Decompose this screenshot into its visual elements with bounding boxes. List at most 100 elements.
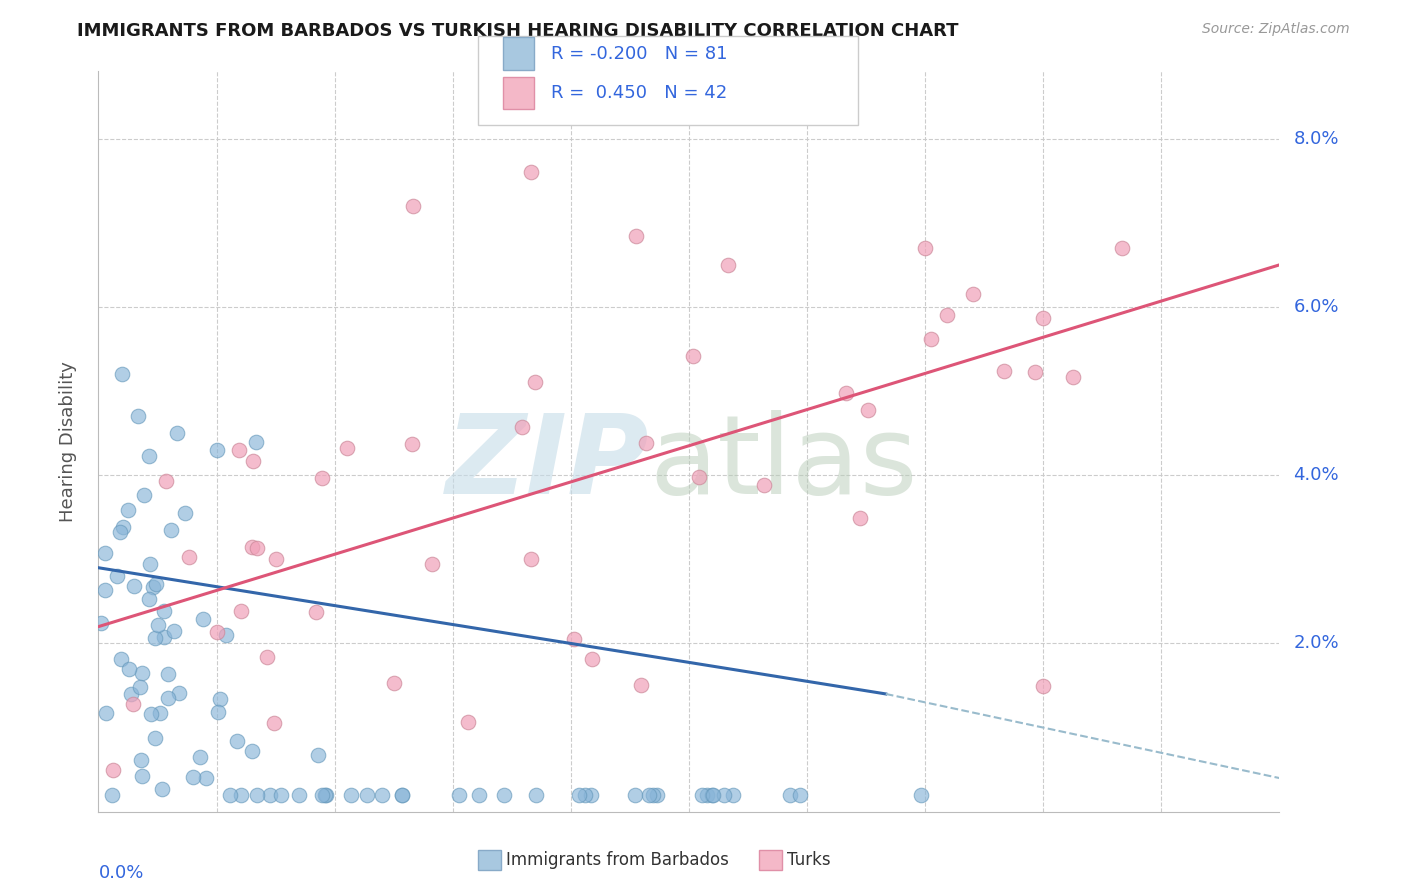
Point <box>401 437 423 451</box>
Y-axis label: Hearing Disability: Hearing Disability <box>59 361 77 522</box>
Point <box>146 618 169 632</box>
Point <box>936 308 959 322</box>
Point <box>305 605 328 619</box>
Point <box>270 788 292 802</box>
Point <box>111 368 134 382</box>
Point <box>624 788 647 802</box>
Point <box>643 788 665 802</box>
Point <box>910 788 932 802</box>
Point <box>638 788 661 802</box>
Point <box>520 165 543 179</box>
Point <box>122 579 145 593</box>
Point <box>314 788 336 802</box>
Point <box>245 434 267 449</box>
Point <box>634 435 657 450</box>
Point <box>231 788 253 802</box>
Text: ZIP: ZIP <box>446 410 650 517</box>
Point <box>713 788 735 802</box>
Point <box>128 680 150 694</box>
Text: 8.0%: 8.0% <box>1294 129 1339 148</box>
Text: IMMIGRANTS FROM BARBADOS VS TURKISH HEARING DISABILITY CORRELATION CHART: IMMIGRANTS FROM BARBADOS VS TURKISH HEAR… <box>77 22 959 40</box>
Point <box>789 788 811 802</box>
Point <box>153 631 176 645</box>
Point <box>315 788 337 802</box>
Point <box>468 788 491 802</box>
Point <box>240 540 263 554</box>
Text: atlas: atlas <box>650 410 918 517</box>
Point <box>240 744 263 758</box>
Point <box>340 788 363 802</box>
Point <box>524 375 547 389</box>
Point <box>420 557 443 571</box>
Text: Turks: Turks <box>787 851 831 869</box>
Point <box>110 652 132 666</box>
Point <box>131 753 153 767</box>
Point <box>218 788 240 802</box>
Point <box>207 705 229 719</box>
Point <box>752 478 775 492</box>
Point <box>1024 365 1046 379</box>
Point <box>101 788 124 802</box>
Point <box>122 698 145 712</box>
Point <box>779 788 801 802</box>
Point <box>246 541 269 555</box>
Point <box>492 788 515 802</box>
Point <box>205 442 228 457</box>
Text: Source: ZipAtlas.com: Source: ZipAtlas.com <box>1202 22 1350 37</box>
Point <box>157 666 180 681</box>
Point <box>245 788 267 802</box>
Point <box>108 525 131 540</box>
Point <box>920 332 942 346</box>
Point <box>229 604 252 618</box>
Point <box>835 386 858 401</box>
Point <box>962 286 984 301</box>
Point <box>131 666 153 681</box>
Point <box>90 615 112 630</box>
Point <box>143 632 166 646</box>
Point <box>562 632 585 646</box>
Point <box>630 678 652 692</box>
Point <box>112 520 135 534</box>
Point <box>194 771 217 785</box>
Point <box>117 503 139 517</box>
Point <box>155 475 177 489</box>
Text: Immigrants from Barbados: Immigrants from Barbados <box>506 851 730 869</box>
Point <box>145 731 167 745</box>
Point <box>228 443 250 458</box>
Point <box>105 568 128 582</box>
Point <box>183 770 205 784</box>
Point <box>149 706 172 720</box>
Point <box>1032 310 1054 325</box>
Point <box>120 687 142 701</box>
Point <box>447 788 470 802</box>
Point <box>138 592 160 607</box>
Point <box>118 662 141 676</box>
Point <box>215 628 238 642</box>
Point <box>94 582 117 597</box>
Text: R =  0.450   N = 42: R = 0.450 N = 42 <box>551 84 727 102</box>
Text: R = -0.200   N = 81: R = -0.200 N = 81 <box>551 45 728 62</box>
Point <box>142 580 165 594</box>
Point <box>145 577 167 591</box>
Point <box>225 734 247 748</box>
Point <box>520 551 543 566</box>
Point <box>256 650 278 665</box>
Point <box>524 788 547 802</box>
Point <box>177 549 200 564</box>
Point <box>157 690 180 705</box>
Text: 2.0%: 2.0% <box>1294 634 1339 652</box>
Point <box>1111 241 1133 255</box>
Point <box>391 788 413 802</box>
Point <box>579 788 602 802</box>
Point <box>259 788 281 802</box>
Point <box>702 788 724 802</box>
Point <box>94 706 117 721</box>
Point <box>370 788 392 802</box>
Point <box>402 199 425 213</box>
Point <box>645 788 668 802</box>
Point <box>336 441 359 455</box>
Text: 6.0%: 6.0% <box>1294 298 1339 316</box>
Point <box>682 349 704 363</box>
Point <box>382 676 405 690</box>
Text: 4.0%: 4.0% <box>1294 467 1339 484</box>
